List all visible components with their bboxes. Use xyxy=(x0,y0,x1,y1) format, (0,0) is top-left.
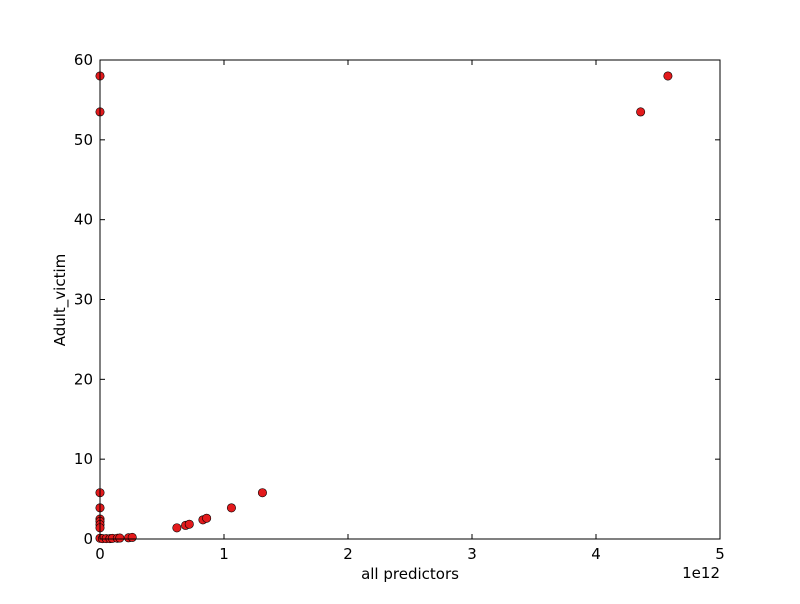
x-offset-label: 1e12 xyxy=(682,564,720,582)
x-tick-label: 3 xyxy=(467,545,477,563)
y-tick-label: 50 xyxy=(74,131,93,149)
x-tick-label: 2 xyxy=(343,545,353,563)
x-tick-label: 1 xyxy=(219,545,229,563)
x-tick-label: 4 xyxy=(591,545,601,563)
y-tick-label: 20 xyxy=(74,370,93,388)
data-point xyxy=(636,107,646,117)
data-point xyxy=(257,488,267,498)
y-tick-label: 40 xyxy=(74,211,93,229)
y-tick-label: 60 xyxy=(74,51,93,69)
data-point xyxy=(184,519,194,529)
labels-layer: all predictors Adult_victim 1e12 xyxy=(51,254,720,583)
data-point xyxy=(202,513,212,523)
x-tick-label: 5 xyxy=(715,545,725,563)
y-axis-label: Adult_victim xyxy=(51,254,70,347)
plot-frame xyxy=(99,59,721,540)
data-point xyxy=(226,503,236,513)
points-layer xyxy=(95,71,673,544)
y-tick-label: 30 xyxy=(74,291,93,309)
x-axis-label: all predictors xyxy=(361,565,459,583)
data-point xyxy=(172,523,182,533)
data-point xyxy=(115,533,125,543)
y-tick-label: 10 xyxy=(74,450,93,468)
data-point xyxy=(663,71,673,81)
y-tick-label: 0 xyxy=(83,530,93,548)
data-point xyxy=(127,532,137,542)
x-tick-label: 0 xyxy=(95,545,105,563)
